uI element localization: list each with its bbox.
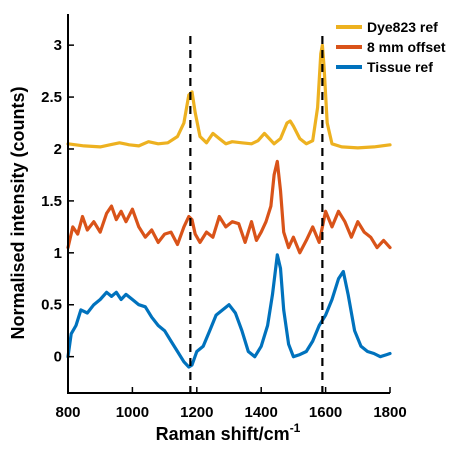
- plot-area: [66, 36, 392, 393]
- legend-label: Dye823 ref: [367, 19, 438, 35]
- y-tick-label: 2: [54, 141, 62, 158]
- x-axis-title-superscript: -1: [290, 421, 301, 435]
- y-tick-label: 0.5: [41, 297, 62, 314]
- y-ticks: 0 0.5 1 1.5 2 2.5 3: [41, 37, 74, 366]
- x-tick-label: 1800: [373, 404, 406, 421]
- x-tick-label: 1600: [309, 404, 342, 421]
- y-tick-label: 1: [54, 245, 62, 262]
- series-line-0: [66, 43, 392, 150]
- x-axis-title-text: Raman shift/cm: [156, 424, 290, 444]
- y-axis-title: Normalised intensity (counts): [8, 86, 28, 339]
- y-tick-label: 2.5: [41, 89, 62, 106]
- series-line-1: [66, 159, 392, 255]
- x-ticks: 800 1000 1200 1400 1600 1800: [55, 387, 407, 421]
- legend-label: 8 mm offset: [367, 39, 446, 55]
- y-tick-label: 1.5: [41, 193, 62, 210]
- series-line-2: [66, 253, 392, 369]
- series-lines: [66, 43, 392, 369]
- x-tick-label: 800: [55, 404, 80, 421]
- y-tick-label: 3: [54, 37, 62, 54]
- x-tick-label: 1200: [180, 404, 213, 421]
- legend: Dye823 ref 8 mm offset Tissue ref: [336, 19, 446, 75]
- x-tick-label: 1000: [116, 404, 149, 421]
- x-axis-title: Raman shift/cm-1: [156, 421, 301, 444]
- y-tick-label: 0: [54, 349, 62, 366]
- legend-label: Tissue ref: [367, 59, 433, 75]
- reference-lines: [189, 36, 324, 393]
- x-tick-label: 1400: [245, 404, 278, 421]
- axes: 800 1000 1200 1400 1600 1800 0 0.5 1 1.5 2 2.5 3: [41, 14, 407, 421]
